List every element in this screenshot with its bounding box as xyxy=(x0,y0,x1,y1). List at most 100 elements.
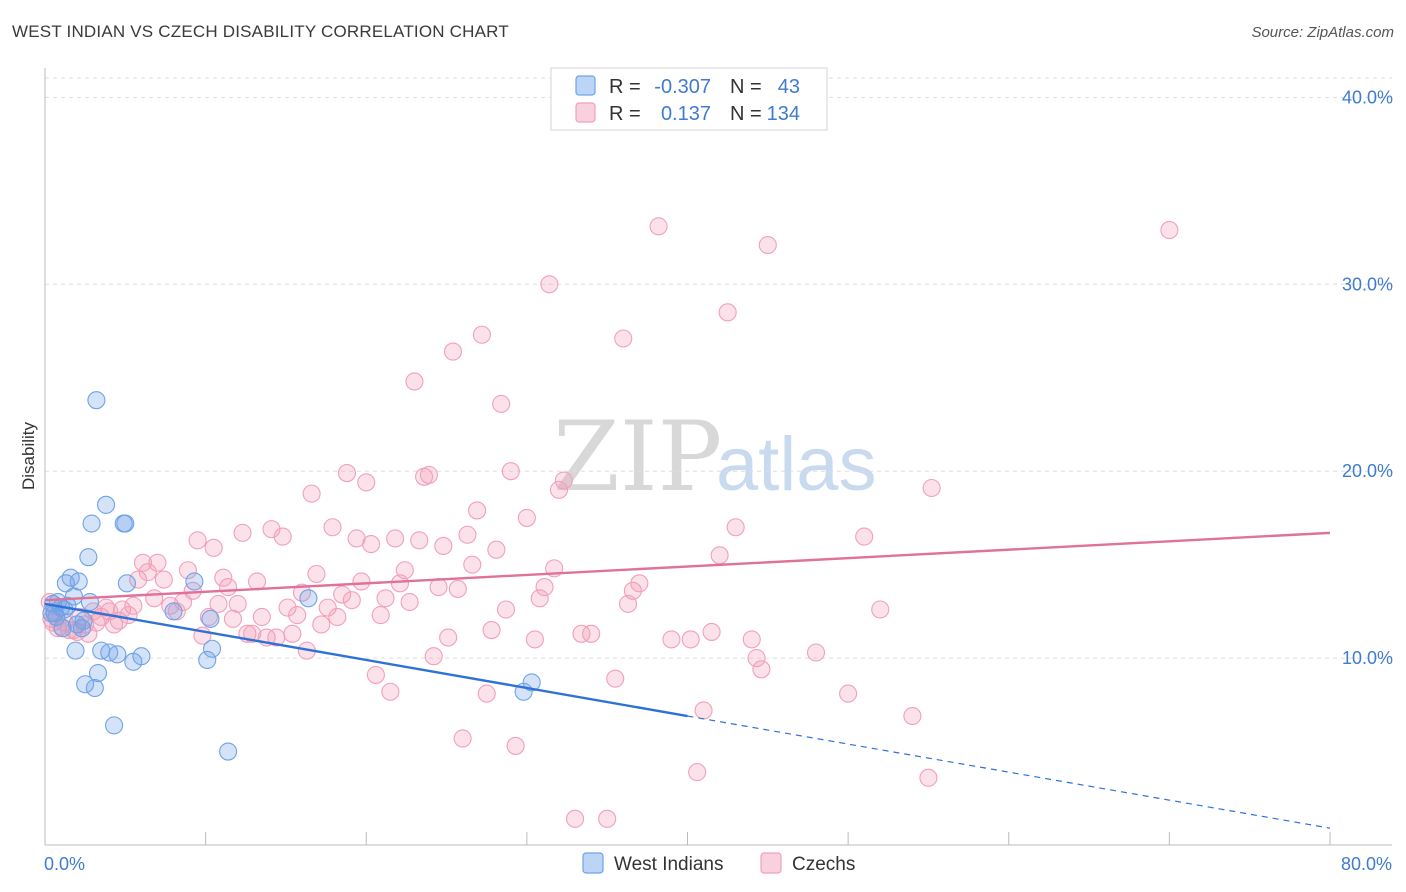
west-indians-point xyxy=(219,742,238,761)
czechs-point xyxy=(323,518,342,537)
czechs-point xyxy=(283,624,302,643)
west-indians-point xyxy=(116,514,135,533)
watermark-zip: ZIP xyxy=(553,401,722,513)
czechs-point xyxy=(477,684,496,703)
czechs-point xyxy=(463,555,482,574)
czechs-point xyxy=(752,660,771,679)
czechs-points xyxy=(40,217,1179,828)
west-indians-point xyxy=(198,650,217,670)
west-indians-trend-extension xyxy=(687,715,1331,829)
y-tick-label: 20.0% xyxy=(1342,461,1393,481)
czechs-point xyxy=(540,275,559,294)
czechs-point xyxy=(492,394,511,413)
west-indians-point xyxy=(88,663,108,683)
czechs-point xyxy=(525,630,544,649)
czechs-point xyxy=(381,682,400,701)
czechs-point xyxy=(694,701,713,720)
czechs-point xyxy=(429,578,448,597)
czechs-point xyxy=(549,480,569,499)
czechs-point xyxy=(443,342,463,361)
west-indians-point xyxy=(76,675,95,694)
trend-lines xyxy=(44,531,1331,829)
czechs-point xyxy=(352,572,371,591)
czechs-point xyxy=(178,561,198,580)
west-indians-point xyxy=(82,514,101,533)
west-indians-point xyxy=(80,592,100,612)
west-indians-point xyxy=(79,548,98,567)
west-indians-point xyxy=(66,641,85,660)
bottom-legend-label-west-indians: West Indians xyxy=(614,854,723,875)
czechs-point xyxy=(530,589,549,608)
czechs-point xyxy=(148,553,167,572)
y-tick-label: 10.0% xyxy=(1342,648,1393,668)
czechs-point xyxy=(506,736,525,755)
czechs-point xyxy=(133,553,153,572)
watermark-atlas: atlas xyxy=(716,422,877,507)
legend-n-value-1: 43 xyxy=(778,76,800,98)
czechs-point xyxy=(395,561,414,580)
czechs-point xyxy=(468,501,487,520)
czechs-point xyxy=(209,594,228,613)
czechs-point xyxy=(439,628,458,647)
west-indians-point xyxy=(87,391,106,410)
chart-source: Source: ZipAtlas.com xyxy=(1251,24,1394,41)
czechs-point xyxy=(742,630,761,649)
west-indians-points xyxy=(42,391,541,761)
czechs-point xyxy=(219,578,238,597)
czechs-trend-line xyxy=(44,531,1331,602)
czechs-point xyxy=(630,574,649,593)
bottom-legend-label-czechs: Czechs xyxy=(792,854,855,875)
czechs-point xyxy=(598,809,617,828)
czechs-point xyxy=(855,527,874,546)
czechs-point xyxy=(681,630,700,649)
czechs-point xyxy=(223,609,242,628)
czechs-point xyxy=(288,606,307,625)
x-tick-label-min: 0.0% xyxy=(44,854,85,874)
czechs-point xyxy=(154,570,173,589)
legend: R = -0.307 N = 43 R = 0.137 N = 134 xyxy=(550,67,828,131)
legend-n-value-2: 134 xyxy=(767,103,800,125)
czechs-point xyxy=(371,606,390,625)
czechs-point xyxy=(262,520,281,539)
legend-r-value-1: -0.307 xyxy=(654,76,711,98)
legend-swatch-west-indians xyxy=(575,75,596,96)
czechs-point xyxy=(337,464,357,483)
axes xyxy=(44,68,1392,846)
czechs-point xyxy=(662,630,681,649)
czechs-point xyxy=(247,572,267,591)
czechs-point xyxy=(458,525,477,544)
czechs-point xyxy=(273,527,292,546)
y-tick-label: 30.0% xyxy=(1342,274,1393,294)
west-indians-point xyxy=(96,495,116,514)
czechs-point xyxy=(405,372,424,391)
czechs-point xyxy=(362,535,381,554)
west-indians-trend-line xyxy=(44,602,688,718)
bottom-legend: West Indians Czechs xyxy=(582,852,855,875)
bottom-legend-swatch-west-indians xyxy=(582,852,604,874)
czechs-point xyxy=(688,763,707,782)
czechs-point xyxy=(649,217,668,236)
czechs-point xyxy=(572,624,591,643)
czechs-point xyxy=(228,594,247,613)
czechs-point xyxy=(188,531,207,550)
czechs-point xyxy=(307,564,326,584)
gridlines xyxy=(45,77,1392,659)
czechs-point xyxy=(606,669,625,688)
czechs-point xyxy=(342,591,361,610)
czechs-point xyxy=(318,598,337,617)
west-indians-point xyxy=(105,716,124,735)
west-indians-point xyxy=(132,647,151,666)
czechs-point xyxy=(357,473,376,492)
west-indians-point xyxy=(203,639,222,658)
czechs-point xyxy=(718,303,737,322)
czechs-point xyxy=(806,643,826,662)
czechs-point xyxy=(482,621,501,640)
x-ticks xyxy=(205,832,1331,845)
czechs-point xyxy=(919,768,938,787)
czechs-point xyxy=(702,622,721,641)
czechs-point xyxy=(758,235,777,255)
czechs-point xyxy=(386,529,405,548)
west-indians-point xyxy=(85,678,104,698)
czechs-point xyxy=(434,536,453,556)
